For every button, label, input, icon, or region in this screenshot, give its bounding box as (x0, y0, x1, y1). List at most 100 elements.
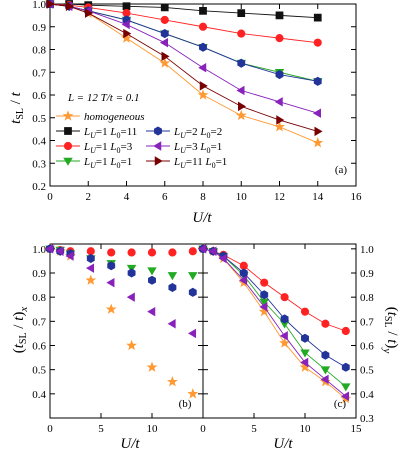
legend-marker (154, 156, 163, 166)
panel-a-xtick-label: 14 (312, 191, 324, 203)
legend-entry: homogeneous (56, 110, 145, 123)
panel-a-data-point (274, 121, 285, 132)
panel-a-data-point (198, 62, 207, 73)
panel-a-data-point (236, 85, 245, 96)
panel-b-data-point (187, 388, 199, 399)
panel-a-data-point (198, 22, 208, 31)
panel-b-data-point (188, 287, 197, 297)
panel-b-chart: 0 5 10 0.4 0.5 0.6 0.7 0.8 0.9 1.0 (b) (32, 243, 204, 435)
panel-b-data-point (167, 272, 178, 281)
legend-label: LU=11 L0=1 (173, 156, 227, 170)
panel-b-data-point (105, 303, 117, 314)
legend-marker (62, 110, 74, 121)
panel-b-data-point (127, 268, 136, 278)
panel-b-data-point (126, 292, 135, 302)
panel-a-ylabel: tSL / t (8, 91, 26, 124)
panel-c-data-point (208, 246, 217, 256)
panel-b-data-point (147, 248, 157, 257)
legend-marker (154, 126, 162, 136)
panel-a-data-point (199, 42, 207, 52)
panel-c-xtick-label: 10 (300, 423, 312, 435)
panel-b-data-point (107, 248, 116, 257)
panel-b-data-point (85, 274, 97, 285)
panel-b-data-point (188, 247, 197, 256)
panel-a-ytick-label: 1.0 (32, 0, 46, 11)
panel-c-data-point (300, 357, 309, 368)
panel-b-data-point (86, 253, 95, 264)
panel-a-data-point (197, 89, 209, 100)
panel-a-data-point (159, 57, 171, 68)
panel-a-chart: 0 2 4 6 8 10 12 14 16 0.2 0.3 0.4 0.5 0.6 0.7 0.8 0.9 1.0… (32, 0, 362, 203)
panel-c-data-point (300, 307, 310, 316)
panel-a-data-point (159, 37, 168, 48)
panel-a-data-point (275, 69, 284, 80)
legend-marker (64, 127, 72, 135)
panel-b-data-point (55, 246, 64, 256)
panel-c-data-point (279, 337, 291, 348)
panel-c-ytick-label: 0.7 (360, 316, 374, 328)
panel-c-xtick-label: 5 (251, 423, 257, 435)
panel-b-data-point (127, 248, 136, 257)
panel-c-ytick-label: 0.4 (360, 389, 374, 401)
panel-a-data-point (123, 28, 132, 39)
panel-a-data-point (65, 1, 74, 12)
panel-c-data-point (279, 331, 288, 341)
panel-a-xtick-label: 6 (162, 191, 168, 203)
panel-a-xtick-label: 16 (351, 191, 363, 203)
panel-a-data-point (160, 29, 169, 39)
panel-a-ytick-label: 0.3 (32, 158, 46, 170)
panel-b-xtick-label: 5 (98, 423, 104, 435)
legend-marker (63, 141, 73, 151)
panel-c-data-point (280, 293, 289, 302)
panel-a-data-point (122, 2, 131, 11)
panel-c-data-point (320, 374, 329, 385)
panel-a-ytick-label: 0.4 (32, 136, 46, 148)
panel-a-label: (a) (335, 164, 348, 176)
panel-a-xtick-label: 0 (47, 191, 53, 203)
panel-b-data-point (147, 267, 157, 276)
panel-c-xtick-label: 0 (200, 423, 206, 435)
panel-c-data-point (280, 314, 289, 324)
panel-c-data-point (239, 261, 248, 270)
panel-a-data-point (275, 11, 284, 20)
legend-label: LU=2 L0=2 (173, 126, 222, 140)
panel-a-data-point (199, 81, 208, 91)
panel-c-data-point (258, 305, 270, 317)
panel-b-data-point (148, 275, 156, 285)
panel-b-data-point (168, 282, 177, 293)
panel-b-data-point (188, 328, 197, 339)
panel-b-ytick-label: 0.8 (32, 292, 46, 304)
panel-c-frame (202, 243, 357, 419)
panel-c-data-point (301, 333, 309, 343)
panel-a-xtick-label: 12 (274, 191, 285, 203)
panel-a-xtick-label: 2 (86, 191, 92, 203)
panel-c-xlabel: U/t (273, 436, 293, 452)
panel-a-xlabel: U/t (192, 210, 212, 226)
panel-b-frame (49, 243, 204, 419)
panel-b-ytick-label: 0.4 (32, 389, 46, 401)
panel-c-data-point (341, 391, 350, 401)
panel-a-data-point (274, 97, 283, 107)
panel-a-data-point (161, 51, 170, 62)
panel-a-data-point (276, 115, 285, 125)
panel-a-data-point (313, 76, 322, 86)
panel-c-series-2 (198, 245, 351, 392)
panel-c-series-3 (199, 244, 350, 372)
panel-c-ytick-label: 0.9 (360, 268, 374, 280)
panel-a-data-point (160, 15, 169, 25)
panel-a-ytick-label: 0.7 (32, 67, 46, 79)
panel-b-xtick-label: 0 (47, 423, 53, 435)
panel-c-series-line (202, 248, 347, 368)
panel-b-data-point (106, 277, 115, 288)
legend-marker (63, 157, 73, 166)
panel-a-data-point (85, 8, 94, 18)
panel-c-xtick-label: 15 (351, 423, 363, 435)
panel-c-ytick-label: 0.8 (360, 292, 374, 304)
panel-c-ytick-label: 1.0 (360, 244, 374, 256)
legend-label: homogeneous (84, 111, 145, 123)
panel-c-data-point (218, 253, 227, 264)
legend-label: LU=3 L0=1 (173, 141, 222, 155)
panel-b-xtick-label: 10 (147, 423, 159, 435)
panel-c-data-point (260, 278, 269, 287)
